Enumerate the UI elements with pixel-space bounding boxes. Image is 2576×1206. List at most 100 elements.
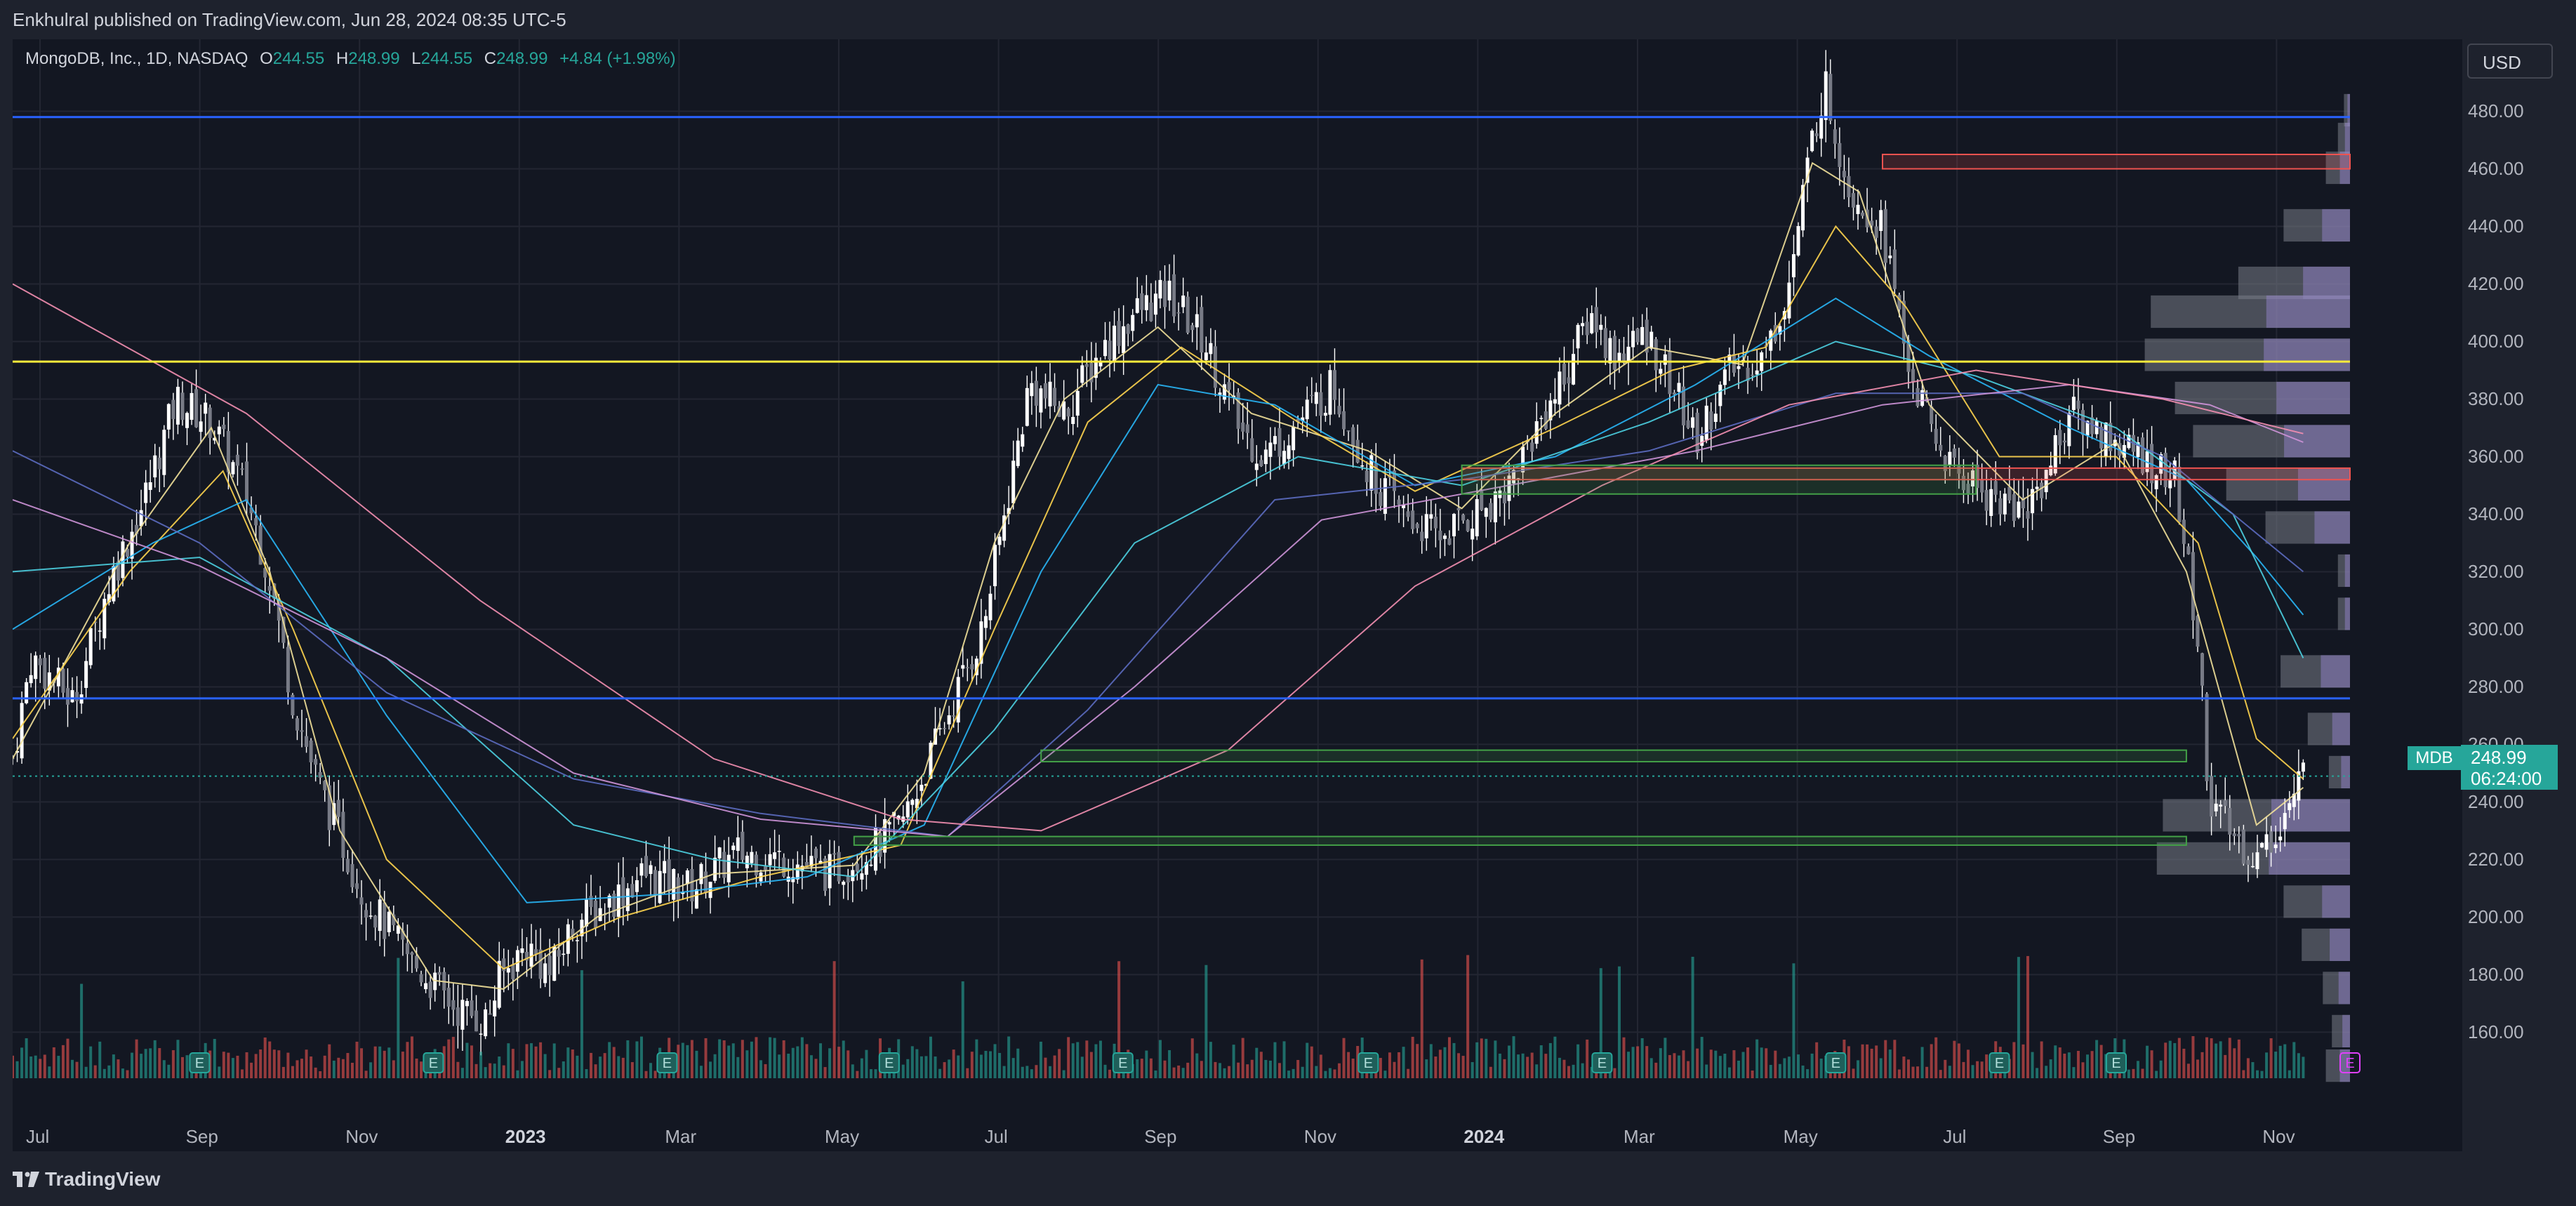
volume-profile-bar <box>2163 799 2350 832</box>
volume-bar <box>1732 1050 1736 1078</box>
candle-body <box>653 870 658 895</box>
tradingview-logo[interactable]: TradingView <box>13 1168 160 1191</box>
candle-body <box>869 864 873 866</box>
candle-body <box>2246 860 2250 865</box>
volume-profile-bar-secondary <box>2341 755 2350 789</box>
candle-body <box>1833 129 1837 144</box>
candle-body <box>2003 493 2007 515</box>
volume-bar <box>410 1036 413 1078</box>
volume-bar <box>1599 968 1602 1078</box>
candle-body <box>437 972 441 975</box>
volume-bar <box>144 1049 147 1078</box>
candle-body <box>125 548 129 557</box>
candle-body <box>1397 499 1401 505</box>
candle-body <box>809 856 814 867</box>
volume-bar <box>1934 1037 1938 1078</box>
earnings-marker-label: E <box>1831 1056 1840 1071</box>
candle-body <box>2076 400 2080 409</box>
candle-body <box>254 518 258 526</box>
candle-body <box>1796 226 1800 256</box>
time-axis-label: Jul <box>984 1126 1008 1147</box>
volume-bar <box>1939 1070 1942 1078</box>
volume-bar <box>25 1038 28 1078</box>
candle-body <box>2062 440 2066 443</box>
volume-bar <box>1181 1068 1185 1078</box>
candle-body <box>1778 326 1782 335</box>
volume-bar <box>2228 1038 2231 1078</box>
volume-bar <box>1429 1044 1433 1078</box>
volume-bar <box>291 1066 294 1078</box>
candle-body <box>1406 511 1410 517</box>
volume-bar <box>809 1055 813 1078</box>
volume-bar <box>819 1043 823 1078</box>
volume-profile-bar-secondary <box>2347 93 2350 127</box>
volume-bar <box>2173 1042 2177 1078</box>
candle-body <box>1470 529 1475 540</box>
candle-body <box>396 925 400 934</box>
volume-bar <box>245 1052 248 1078</box>
volume-bar <box>1718 1056 1722 1078</box>
candle-body <box>896 815 901 820</box>
candle-body <box>245 461 249 502</box>
candle-body <box>2237 833 2241 837</box>
symbol-tag: MDB <box>2408 746 2461 770</box>
candle-body <box>943 728 947 729</box>
volume-bar <box>1402 1047 1405 1078</box>
candle-body <box>291 694 295 715</box>
volume-bar <box>1425 1059 1428 1078</box>
candle-body <box>1002 515 1007 541</box>
candle-body <box>557 950 561 957</box>
candle-body <box>1351 427 1355 447</box>
candle-body <box>795 864 799 880</box>
volume-bar <box>296 1060 299 1078</box>
volume-bar <box>690 1040 693 1078</box>
volume-profile-bar-secondary <box>2266 295 2350 329</box>
volume-bar <box>2242 1070 2245 1078</box>
candle-body <box>961 665 965 669</box>
candle-body <box>175 387 180 425</box>
volume-bar <box>2302 1056 2305 1078</box>
candle-body <box>1828 74 1833 121</box>
volume-bar <box>401 1052 404 1078</box>
volume-bar <box>107 1065 111 1078</box>
currency-button[interactable]: USD <box>2467 44 2553 79</box>
candle-body <box>1502 491 1506 504</box>
volume-bar <box>539 1042 543 1078</box>
open-label: O <box>260 49 273 68</box>
candle-body <box>1576 324 1580 349</box>
candle-body <box>1144 295 1148 310</box>
volume-bar <box>530 1043 533 1078</box>
time-axis-label: 2024 <box>1463 1126 1505 1147</box>
candle-body <box>713 857 717 881</box>
volume-bar <box>1158 1040 1162 1078</box>
candle-body <box>1856 204 1860 214</box>
candle-body <box>1645 319 1649 353</box>
volume-bar <box>1852 1068 1855 1078</box>
candle-body <box>1355 439 1360 463</box>
volume-bar <box>149 1048 152 1078</box>
candle-body <box>38 658 42 665</box>
price-axis-label: 420.00 <box>2468 273 2524 295</box>
volume-bar <box>1089 1052 1093 1078</box>
candle-body <box>515 950 519 972</box>
volume-bar <box>851 1064 854 1078</box>
earnings-marker <box>2339 1052 2361 1073</box>
volume-bar <box>1058 1049 1061 1078</box>
candle-body <box>1282 451 1287 465</box>
candle-body <box>1447 538 1452 545</box>
earnings-marker <box>423 1052 444 1073</box>
volume-bar <box>847 1050 850 1078</box>
candle-body <box>804 861 809 868</box>
volume-bar <box>1897 1069 1901 1078</box>
volume-bar <box>2219 1041 2222 1078</box>
candle-body <box>511 964 515 979</box>
candle-body <box>2255 852 2259 870</box>
volume-bar <box>355 1041 359 1078</box>
candle-body <box>1223 384 1227 400</box>
candle-body <box>1461 515 1466 521</box>
volume-bar <box>350 1062 354 1078</box>
candle-body <box>1635 329 1640 343</box>
price-axis-label: 380.00 <box>2468 388 2524 410</box>
